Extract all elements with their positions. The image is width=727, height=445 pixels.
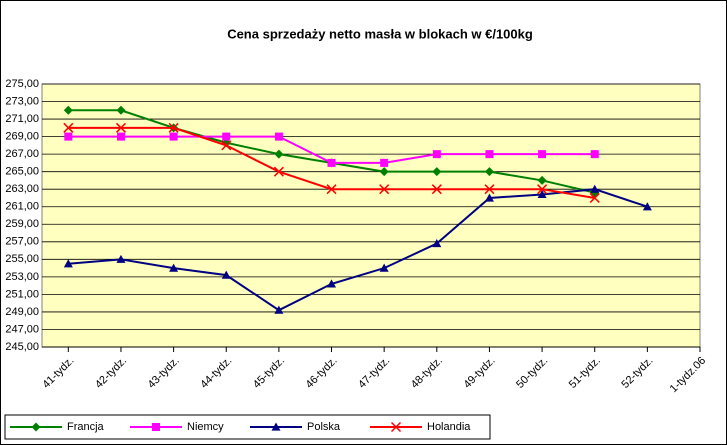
data-point bbox=[221, 270, 231, 279]
y-tick-label: 257,00 bbox=[5, 236, 39, 248]
data-point bbox=[168, 122, 179, 133]
data-point bbox=[169, 263, 179, 272]
plot-area bbox=[41, 83, 701, 348]
data-point bbox=[116, 105, 126, 115]
data-point bbox=[485, 150, 494, 159]
data-point bbox=[537, 189, 547, 199]
data-point bbox=[379, 167, 389, 177]
data-point bbox=[380, 158, 389, 167]
data-point bbox=[484, 184, 495, 195]
y-tick-label: 263,00 bbox=[5, 183, 39, 195]
legend: Francja Niemcy Polska Holandia bbox=[4, 414, 491, 440]
y-tick-label: 269,00 bbox=[5, 131, 39, 143]
data-point bbox=[169, 132, 178, 141]
legend-marker bbox=[271, 422, 281, 431]
data-point bbox=[590, 184, 600, 193]
data-point bbox=[327, 158, 336, 167]
y-tick-label: 245,00 bbox=[5, 341, 39, 353]
y-tick-label: 255,00 bbox=[5, 253, 39, 265]
data-point bbox=[63, 105, 73, 115]
y-tick-label: 271,00 bbox=[5, 113, 39, 125]
data-point bbox=[274, 305, 284, 314]
data-point bbox=[274, 132, 283, 141]
data-point bbox=[537, 175, 547, 185]
data-point bbox=[432, 150, 441, 159]
y-tick-label: 253,00 bbox=[5, 271, 39, 283]
data-point bbox=[64, 132, 73, 141]
data-point bbox=[379, 263, 389, 272]
data-point bbox=[274, 149, 284, 159]
data-point bbox=[116, 254, 126, 263]
y-tick-label: 247,00 bbox=[5, 323, 39, 335]
data-point bbox=[432, 167, 442, 177]
y-tick-label: 251,00 bbox=[5, 288, 39, 300]
data-point bbox=[590, 150, 599, 159]
data-point bbox=[538, 150, 547, 159]
data-point bbox=[484, 193, 494, 202]
y-tick-label: 261,00 bbox=[5, 201, 39, 213]
data-point bbox=[537, 184, 548, 195]
data-point bbox=[116, 132, 125, 141]
data-point bbox=[484, 167, 494, 177]
data-point bbox=[63, 122, 74, 133]
legend-marker bbox=[152, 423, 160, 431]
y-tick-label: 275,00 bbox=[5, 78, 39, 90]
legend-label: Polska bbox=[307, 421, 341, 433]
data-point bbox=[63, 259, 73, 268]
legend-label: Francja bbox=[67, 421, 105, 433]
data-point bbox=[431, 184, 442, 195]
chart-title: Cena sprzedaży netto masła w blokach w €… bbox=[227, 26, 533, 41]
legend-marker bbox=[390, 421, 402, 433]
data-point bbox=[327, 279, 337, 288]
legend-label: Niemcy bbox=[187, 421, 224, 433]
data-point bbox=[273, 166, 284, 177]
legend-label: Holandia bbox=[427, 421, 471, 433]
series-line bbox=[68, 188, 648, 312]
data-point bbox=[222, 132, 231, 141]
y-tick-label: 259,00 bbox=[5, 218, 39, 230]
data-point bbox=[221, 140, 232, 151]
data-point bbox=[432, 239, 442, 248]
data-point bbox=[326, 184, 337, 195]
y-tick-label: 267,00 bbox=[5, 148, 39, 160]
legend-marker bbox=[31, 422, 41, 432]
data-point bbox=[115, 122, 126, 133]
data-point bbox=[642, 202, 652, 211]
y-tick-label: 249,00 bbox=[5, 306, 39, 318]
data-point bbox=[379, 184, 390, 195]
data-point bbox=[589, 192, 600, 203]
y-tick-label: 273,00 bbox=[5, 95, 39, 107]
y-tick-label: 265,00 bbox=[5, 166, 39, 178]
